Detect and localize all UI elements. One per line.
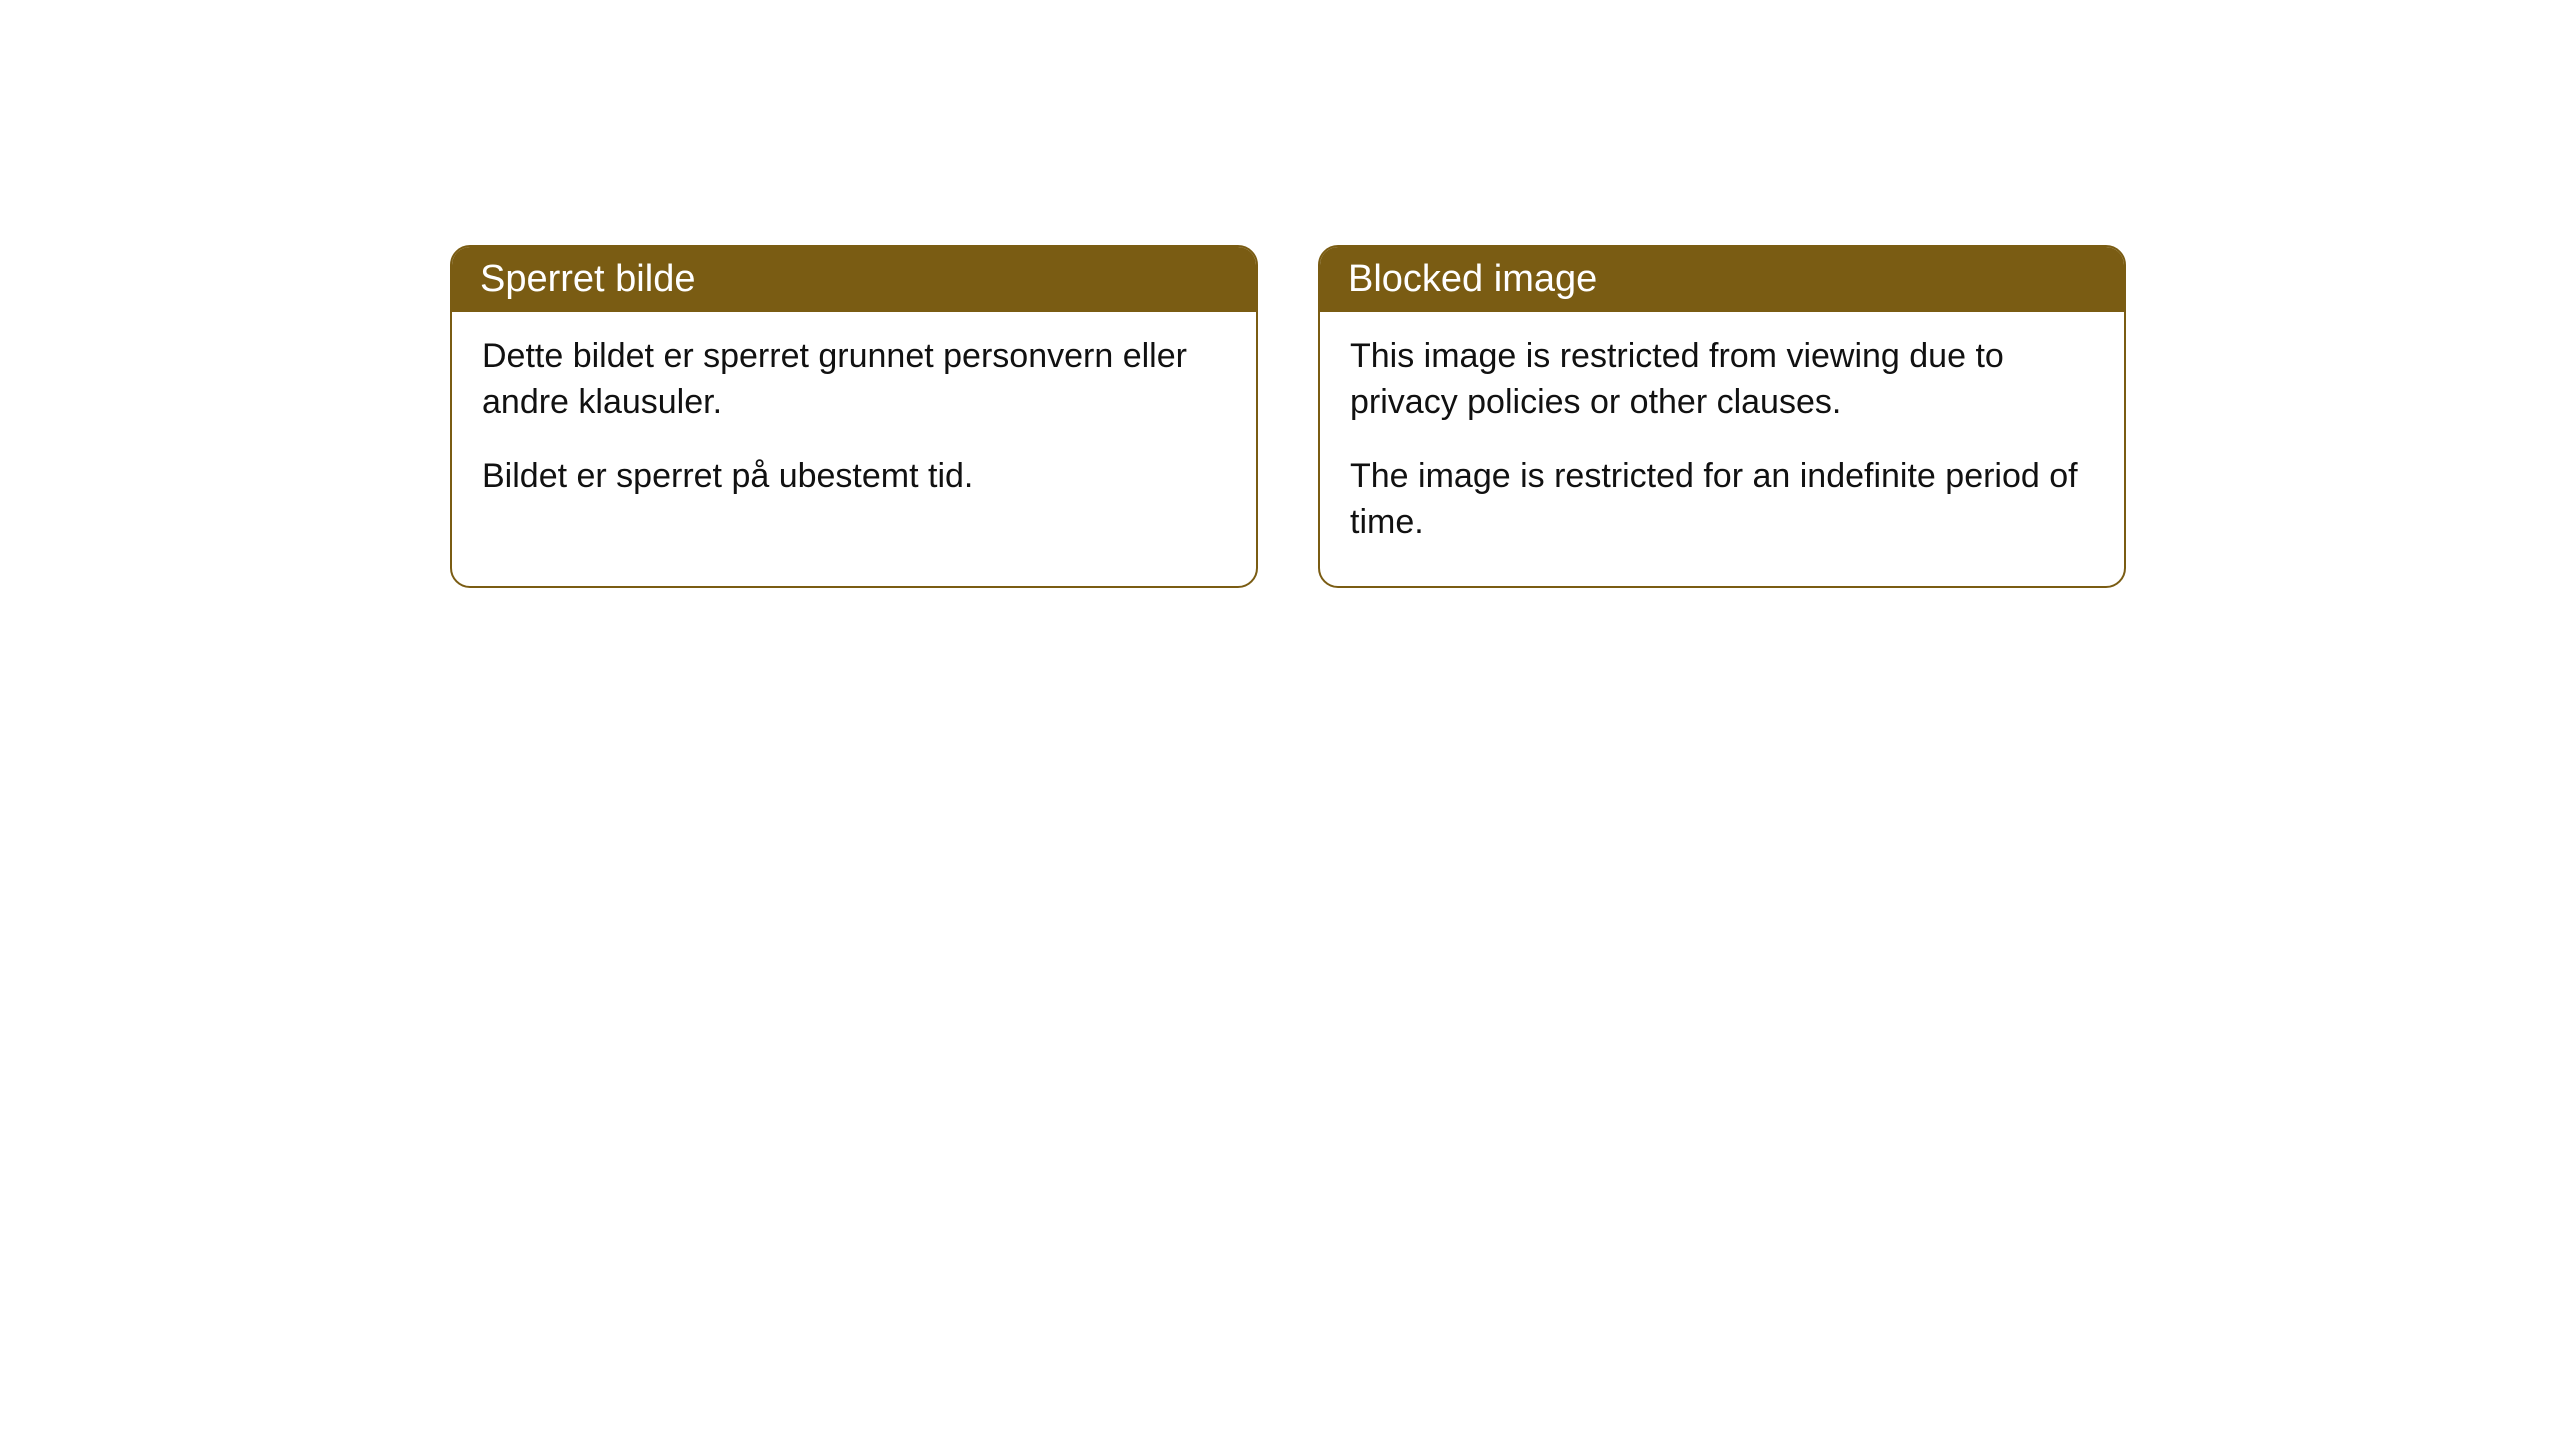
card-title: Blocked image xyxy=(1348,258,1597,300)
card-paragraph: This image is restricted from viewing du… xyxy=(1350,334,2094,426)
notice-container: Sperret bilde Dette bildet er sperret gr… xyxy=(0,0,2560,588)
card-header: Blocked image xyxy=(1320,247,2124,312)
card-paragraph: Dette bildet er sperret grunnet personve… xyxy=(482,334,1226,426)
card-title: Sperret bilde xyxy=(480,258,695,300)
card-header: Sperret bilde xyxy=(452,247,1256,312)
notice-card-norwegian: Sperret bilde Dette bildet er sperret gr… xyxy=(450,245,1258,588)
card-paragraph: Bildet er sperret på ubestemt tid. xyxy=(482,454,1226,500)
notice-card-english: Blocked image This image is restricted f… xyxy=(1318,245,2126,588)
card-paragraph: The image is restricted for an indefinit… xyxy=(1350,454,2094,546)
card-body: This image is restricted from viewing du… xyxy=(1320,312,2124,586)
card-body: Dette bildet er sperret grunnet personve… xyxy=(452,312,1256,540)
